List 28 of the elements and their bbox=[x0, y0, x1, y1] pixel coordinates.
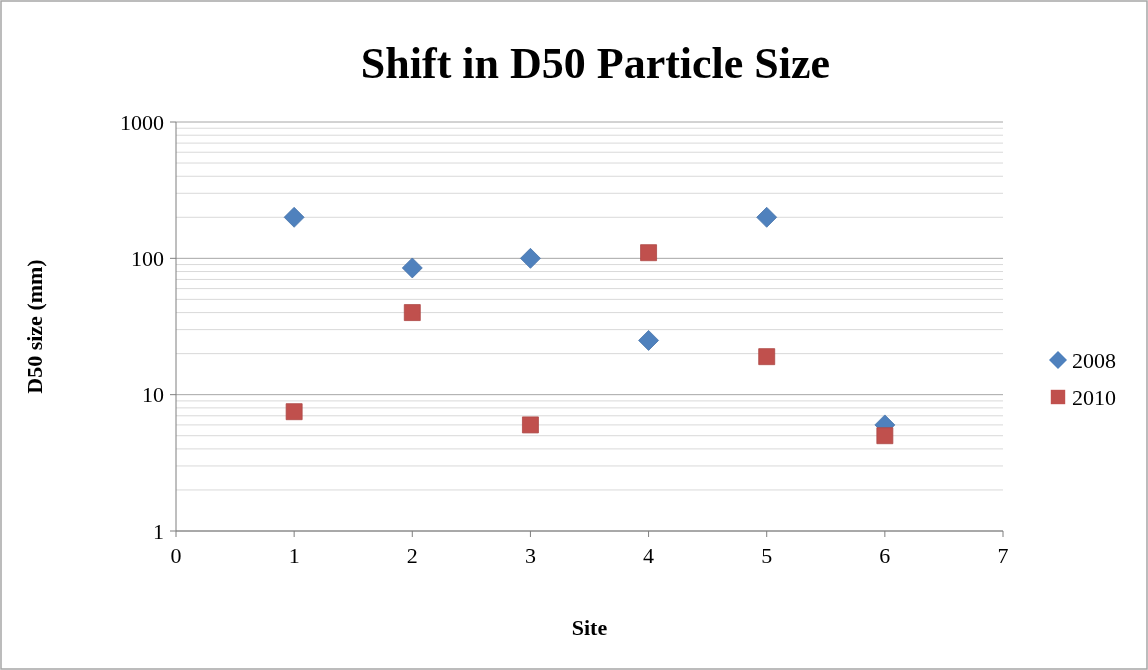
point bbox=[285, 403, 303, 421]
legend-label: 2008 bbox=[1072, 347, 1116, 373]
point bbox=[401, 257, 423, 279]
x-tick-label: 2 bbox=[406, 543, 418, 568]
point bbox=[756, 206, 778, 228]
point bbox=[283, 206, 305, 228]
x-tick-label: 4 bbox=[643, 543, 655, 568]
y-axis-title: D50 size (mm) bbox=[22, 259, 47, 394]
y-tick-label: 1 bbox=[153, 518, 164, 544]
point bbox=[876, 427, 894, 445]
x-axis-title: Site bbox=[571, 615, 608, 640]
point bbox=[520, 247, 541, 269]
x-tick-label: 0 bbox=[170, 543, 182, 568]
point bbox=[640, 244, 657, 262]
chart-title: Shift in D50 Particle Size bbox=[360, 39, 831, 88]
point bbox=[403, 304, 421, 321]
x-tick-label: 5 bbox=[761, 543, 773, 568]
y-tick-label: 10 bbox=[142, 382, 164, 408]
y-tick-label: 1000 bbox=[120, 109, 164, 135]
point bbox=[638, 330, 659, 351]
y-tick-label: 100 bbox=[131, 246, 164, 272]
x-tick-label: 7 bbox=[997, 543, 1009, 568]
x-tick-label: 1 bbox=[288, 543, 300, 568]
point bbox=[522, 416, 539, 434]
x-tick-label: 3 bbox=[524, 543, 536, 568]
legend-label: 2010 bbox=[1072, 384, 1116, 410]
x-tick-label: 6 bbox=[879, 543, 891, 568]
point bbox=[758, 348, 776, 366]
